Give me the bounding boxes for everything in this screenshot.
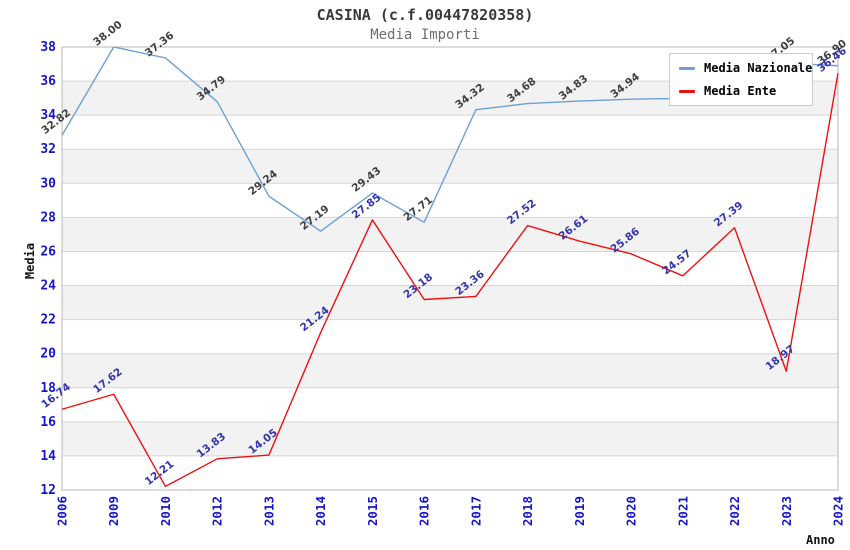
legend-item-media-ente: Media Ente xyxy=(679,84,803,98)
x-tick-label: 2017 xyxy=(468,496,483,526)
y-tick-label: 20 xyxy=(40,347,56,362)
grid-band xyxy=(62,285,838,320)
chart-title: CASINA (c.f.00447820358) xyxy=(316,6,534,24)
y-tick-label: 38 xyxy=(40,40,56,55)
x-tick-label: 2009 xyxy=(106,496,121,526)
legend-label-ente: Media Ente xyxy=(704,84,777,98)
y-tick-label: 14 xyxy=(40,449,56,464)
x-tick-label: 2013 xyxy=(261,496,276,526)
y-tick-label: 32 xyxy=(40,142,56,157)
data-point-label: 38.00 xyxy=(91,19,125,49)
x-tick-label: 2023 xyxy=(779,496,794,526)
y-tick-label: 30 xyxy=(40,176,56,191)
x-tick-label: 2006 xyxy=(55,496,70,526)
legend-item-media-nazionale: Media Nazionale xyxy=(679,61,812,75)
x-tick-label: 2016 xyxy=(417,496,432,526)
legend-label-nazionale: Media Nazionale xyxy=(704,61,813,75)
series-line-media-ente xyxy=(61,73,839,488)
legend-swatch-ente-icon xyxy=(679,89,695,93)
data-point-label: 37.36 xyxy=(143,30,177,60)
x-tick-label: 2021 xyxy=(675,496,690,526)
plot-border xyxy=(61,46,839,491)
x-tick-label: 2014 xyxy=(313,496,328,526)
y-tick-label: 18 xyxy=(40,381,56,396)
y-tick-label: 12 xyxy=(40,483,56,498)
x-axis-title: Anno xyxy=(806,533,835,547)
y-tick-label: 24 xyxy=(40,279,56,294)
grid-band xyxy=(62,217,838,252)
x-tick-label: 2024 xyxy=(831,496,846,526)
legend-swatch-nazionale-icon xyxy=(679,66,695,70)
grid-band xyxy=(62,421,838,456)
x-tick-label: 2022 xyxy=(727,496,742,526)
y-axis-title: Media xyxy=(23,242,38,280)
x-tick-label: 2020 xyxy=(624,496,639,526)
grid-band xyxy=(62,353,838,388)
y-tick-label: 26 xyxy=(40,244,56,259)
y-tick-label: 22 xyxy=(40,313,56,328)
y-tick-label: 36 xyxy=(40,74,56,89)
x-tick-label: 2018 xyxy=(520,496,535,526)
x-tick-label: 2010 xyxy=(158,496,173,526)
chart-legend: Media Nazionale Media Ente xyxy=(669,53,813,106)
x-tick-label: 2015 xyxy=(365,496,380,526)
x-tick-label: 2012 xyxy=(210,496,225,526)
y-tick-label: 34 xyxy=(40,108,56,123)
y-tick-label: 28 xyxy=(40,210,56,225)
y-tick-label: 16 xyxy=(40,415,56,430)
x-tick-label: 2019 xyxy=(572,496,587,526)
chart-subtitle: Media Importi xyxy=(370,27,480,43)
